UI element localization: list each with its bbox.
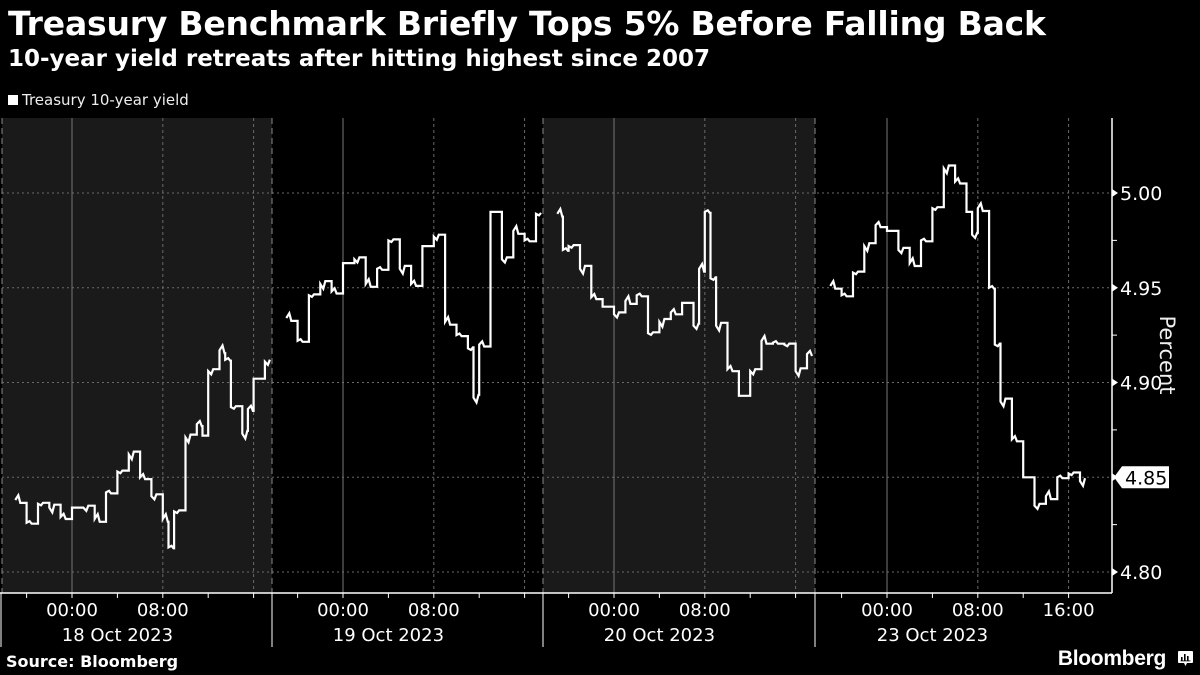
- x-tick-label: 08:00: [952, 600, 1004, 621]
- yield-line-segment: [14, 342, 271, 550]
- chart-subtitle: 10-year yield retreats after hitting hig…: [8, 46, 710, 72]
- day-panel: [272, 118, 543, 593]
- x-tick-label: 16:00: [1043, 600, 1095, 621]
- yield-line-segment: [556, 206, 814, 397]
- legend-label: Treasury 10-year yield: [22, 91, 189, 109]
- y-tick-label: 4.95: [1120, 278, 1162, 300]
- last-value-badge: [1114, 466, 1169, 489]
- x-tick-label: 00:00: [46, 600, 98, 621]
- legend-swatch-icon: [8, 95, 18, 105]
- x-day-label: 19 Oct 2023: [333, 625, 444, 646]
- y-tick-label: 4.90: [1120, 373, 1162, 395]
- x-tick-label: 08:00: [679, 600, 731, 621]
- x-day-label: 23 Oct 2023: [877, 625, 988, 646]
- day-panel: [815, 118, 1112, 593]
- day-panel: [543, 118, 815, 593]
- x-tick-label: 08:00: [408, 600, 460, 621]
- yield-line-segment: [285, 210, 542, 406]
- day-panel: [2, 118, 272, 593]
- bloomberg-chart-icon: [1178, 651, 1193, 666]
- bloomberg-logo: Bloomberg: [1057, 647, 1166, 670]
- x-day-label: 18 Oct 2023: [62, 625, 173, 646]
- x-day-label: 20 Oct 2023: [604, 625, 715, 646]
- y-tick-label: 5.00: [1120, 183, 1162, 205]
- y-tick-arrow-icon: [1112, 378, 1118, 387]
- legend: Treasury 10-year yield: [8, 91, 189, 109]
- x-tick-label: 00:00: [588, 600, 640, 621]
- chart-title: Treasury Benchmark Briefly Tops 5% Befor…: [8, 4, 1046, 43]
- y-tick-arrow-icon: [1112, 283, 1118, 292]
- last-value-label: 4.85: [1125, 467, 1167, 489]
- x-tick-label: 08:00: [137, 600, 189, 621]
- y-axis-label: Percent: [1155, 315, 1179, 395]
- yield-line-segment: [829, 164, 1087, 511]
- y-tick-arrow-icon: [1112, 189, 1118, 197]
- y-tick-label: 4.80: [1120, 562, 1162, 584]
- x-tick-label: 00:00: [317, 600, 369, 621]
- y-tick-arrow-icon: [1112, 568, 1118, 576]
- source-note: Source: Bloomberg: [6, 652, 179, 671]
- x-tick-label: 00:00: [861, 600, 913, 621]
